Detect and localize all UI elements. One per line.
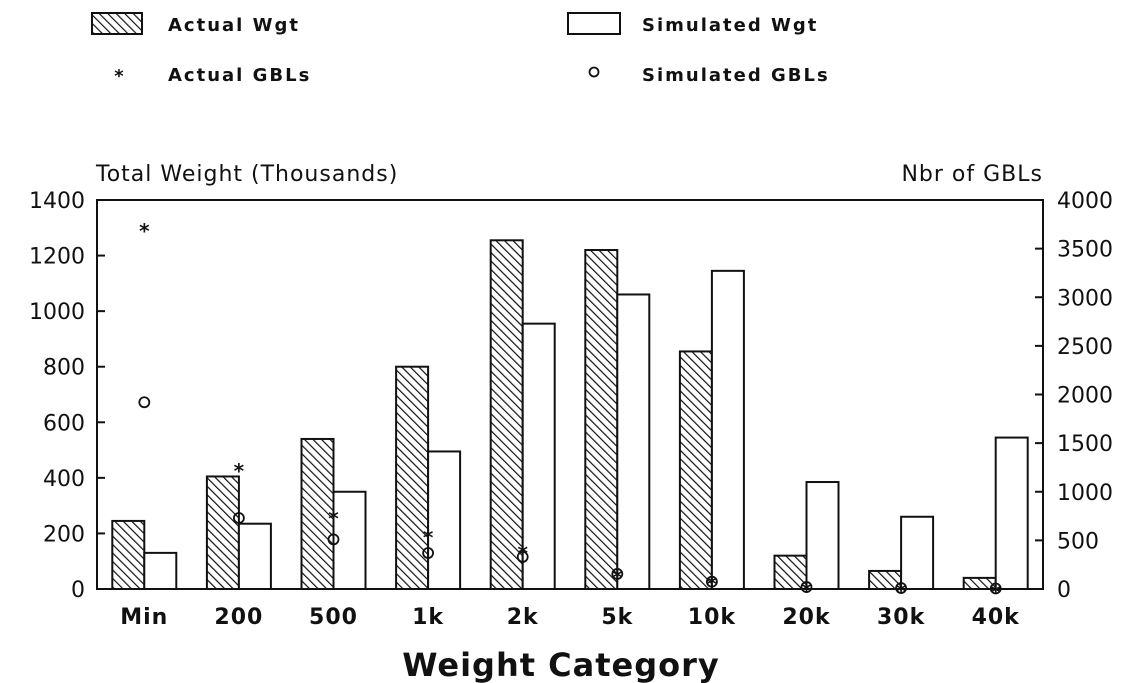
x-tick-label: 2k bbox=[507, 605, 539, 630]
bar-simulated-wgt bbox=[710, 269, 745, 590]
x-tick-label: 10k bbox=[688, 605, 737, 630]
y-tick-label-left: 1200 bbox=[29, 245, 85, 270]
bar-actual-wgt bbox=[111, 519, 146, 590]
y-tick-label-right: 500 bbox=[1057, 529, 1099, 554]
x-axis-title: Weight Category bbox=[402, 646, 720, 683]
marker-actual-gbls: * bbox=[423, 526, 434, 550]
legend-circle-marker bbox=[588, 66, 600, 78]
marker-actual-gbls: * bbox=[707, 572, 718, 596]
legend-swatch-simulated-wgt bbox=[567, 12, 621, 35]
x-tick-label: Min bbox=[120, 605, 168, 630]
marker-actual-gbls: * bbox=[517, 541, 528, 565]
marker-simulated-gbls bbox=[422, 547, 435, 559]
marker-simulated-gbls bbox=[800, 581, 813, 593]
marker-simulated-gbls bbox=[138, 396, 151, 409]
marker-simulated-gbls bbox=[989, 582, 1002, 595]
y-tick-label-left: 200 bbox=[43, 522, 85, 547]
marker-simulated-gbls bbox=[706, 575, 718, 588]
marker-actual-gbls: * bbox=[612, 565, 623, 589]
y-axis-right: 0 500 1000 1500 2000 2500 3000 3500 4000 bbox=[1035, 189, 1113, 603]
y-tick-label-right: 3000 bbox=[1057, 286, 1113, 311]
legend-label-actual-gbls: Actual GBLs bbox=[168, 65, 311, 86]
x-axis-categories: Min 200 500 1k 2k 5k 10k 20k 30k 40k bbox=[120, 605, 1021, 630]
legend-label-simulated-gbls: Simulated GBLs bbox=[642, 65, 830, 86]
y-tick-label-right: 4000 bbox=[1057, 189, 1113, 214]
x-tick-label: 20k bbox=[782, 605, 831, 630]
marker-actual-gbls: * bbox=[328, 507, 339, 531]
y-tick-label-left: 400 bbox=[43, 467, 85, 492]
legend-star-marker: * bbox=[114, 66, 124, 87]
bar-simulated-wgt bbox=[616, 293, 651, 590]
y-tick-label-right: 0 bbox=[1057, 578, 1071, 603]
legend-item-actual-gbls: * Actual GBLs bbox=[114, 65, 311, 87]
bar-actual-wgt bbox=[678, 350, 713, 590]
marker-simulated-gbls bbox=[611, 568, 624, 580]
bar-actual-wgt bbox=[584, 249, 619, 590]
y-tick-label-right: 2500 bbox=[1057, 335, 1113, 360]
y-tick-label-right: 1000 bbox=[1057, 481, 1113, 506]
bar-actual-wgt bbox=[489, 239, 524, 591]
marker-actual-gbls: * bbox=[139, 219, 150, 243]
x-tick-label: 40k bbox=[972, 605, 1021, 630]
bar-simulated-wgt bbox=[994, 436, 1029, 591]
y-tick-label-right: 1500 bbox=[1057, 432, 1113, 457]
legend: Actual Wgt Simulated Wgt * Actual GBLs S… bbox=[91, 12, 830, 87]
legend-item-simulated-wgt: Simulated Wgt bbox=[567, 12, 818, 36]
legend-label-actual-wgt: Actual Wgt bbox=[168, 15, 300, 36]
marker-simulated-gbls bbox=[516, 551, 529, 563]
bar-actual-wgt bbox=[205, 475, 240, 591]
bar-simulated-wgt bbox=[427, 450, 462, 591]
y-tick-label-right: 3500 bbox=[1057, 238, 1113, 263]
y-axis-right-title: Nbr of GBLs bbox=[901, 162, 1043, 187]
y-tick-label-left: 0 bbox=[71, 578, 85, 603]
y-tick-label-left: 600 bbox=[43, 411, 85, 436]
y-axis-left: 0 200 400 600 800 1000 1200 1400 bbox=[29, 189, 105, 603]
x-tick-label: 500 bbox=[309, 605, 358, 630]
bar-simulated-wgt bbox=[237, 522, 272, 590]
legend-item-simulated-gbls: Simulated GBLs bbox=[588, 65, 830, 86]
marker-simulated-gbls bbox=[232, 512, 245, 524]
x-tick-label: 30k bbox=[877, 605, 926, 630]
marker-actual-gbls: * bbox=[990, 581, 1001, 605]
marker-actual-gbls: * bbox=[896, 580, 907, 604]
bar-simulated-wgt bbox=[805, 481, 840, 590]
bar-simulated-wgt bbox=[143, 551, 178, 591]
x-tick-label: 5k bbox=[601, 605, 633, 630]
x-tick-label: 1k bbox=[412, 605, 444, 630]
y-tick-label-left: 800 bbox=[43, 356, 85, 381]
legend-label-simulated-wgt: Simulated Wgt bbox=[642, 15, 818, 36]
y-tick-label-right: 2000 bbox=[1057, 384, 1113, 409]
marker-actual-gbls: * bbox=[801, 579, 812, 603]
legend-swatch-actual-wgt bbox=[91, 12, 143, 35]
bar-simulated-wgt bbox=[521, 322, 556, 590]
x-tick-label: 200 bbox=[214, 605, 263, 630]
markers: * * * * * * * * * * bbox=[138, 219, 1002, 605]
legend-item-actual-wgt: Actual Wgt bbox=[91, 12, 300, 36]
bar-simulated-wgt bbox=[900, 515, 935, 590]
bars bbox=[111, 239, 1029, 591]
marker-simulated-gbls bbox=[895, 582, 907, 594]
marker-actual-gbls: * bbox=[234, 459, 245, 483]
y-tick-label-left: 1000 bbox=[29, 300, 85, 325]
y-axis-left-title: Total Weight (Thousands) bbox=[95, 162, 398, 187]
y-tick-label-left: 1400 bbox=[29, 189, 85, 214]
marker-simulated-gbls bbox=[327, 533, 340, 546]
